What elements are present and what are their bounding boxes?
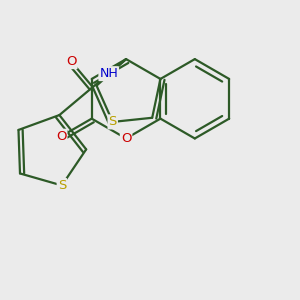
Text: S: S	[109, 116, 117, 128]
Text: S: S	[58, 179, 66, 192]
Text: O: O	[56, 130, 67, 143]
Text: O: O	[66, 55, 76, 68]
Text: NH: NH	[99, 67, 118, 80]
Text: O: O	[121, 132, 131, 145]
